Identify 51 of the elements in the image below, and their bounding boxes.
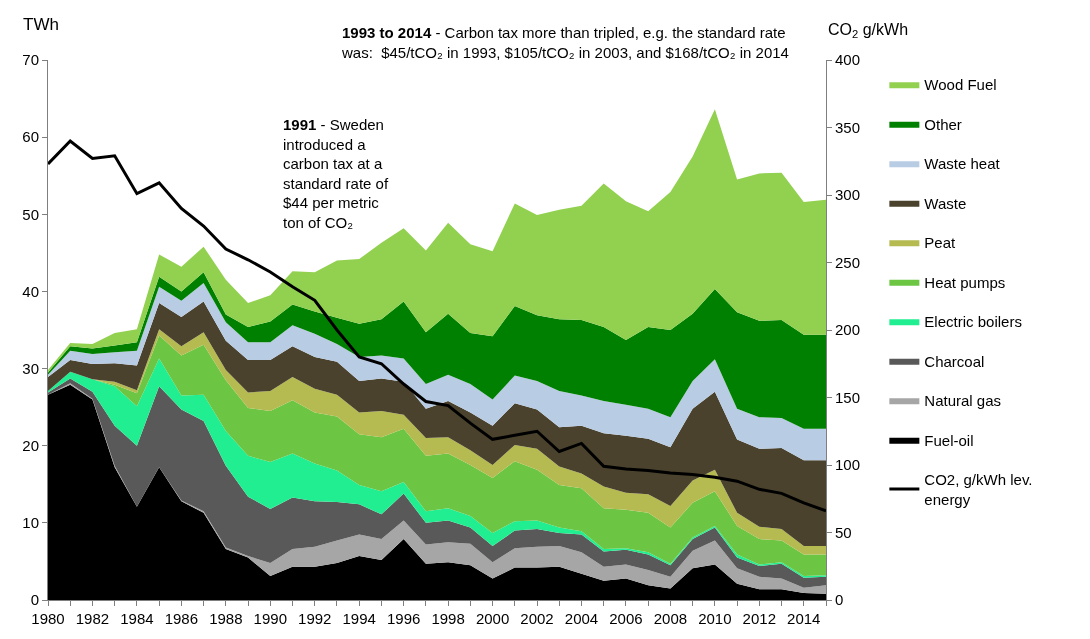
- x-tick-label: 1986: [164, 610, 199, 627]
- y2-tick-label: 200: [835, 321, 861, 339]
- y2-tick-label: 300: [835, 186, 861, 204]
- y-tick-label: 20: [22, 436, 39, 454]
- x-tick-label: 1988: [209, 610, 243, 627]
- legend-label: Natural gas: [924, 392, 1002, 410]
- y-tick-label: 10: [22, 514, 39, 532]
- legend-label: Other: [924, 115, 962, 133]
- annotation: 1991 - Sweden introduced a carbon tax at a standard rate of $44 per metric ton of CO₂: [283, 116, 389, 231]
- legend-label: Peat: [924, 234, 957, 252]
- legend-label: Electric boilers: [924, 313, 1022, 331]
- legend-label: Fuel-oil: [924, 431, 974, 449]
- x-tick-label: 1994: [342, 610, 376, 627]
- y2-tick-label: 50: [835, 523, 852, 541]
- y2-tick-label: 250: [835, 253, 861, 271]
- y-tick-label: 70: [22, 51, 39, 69]
- line-series: [48, 139, 826, 513]
- x-tick-label: 2014: [787, 610, 821, 627]
- x-tick-label: 2002: [520, 610, 554, 627]
- annotation: 1993 to 2014 - Carbon tax more than tripled, e.g. the standard rate was: $45/tCO₂ in 1993, $105/tCO₂ in 2003, and $168/tCO₂ in 2014: [341, 24, 789, 61]
- y-axis-title: TWh: [23, 15, 59, 34]
- y2-tick-label: 0: [835, 591, 844, 609]
- y-tick-label: 30: [22, 359, 39, 377]
- legend-label: Heat pumps: [924, 273, 1006, 291]
- x-tick-label: 2004: [564, 610, 599, 627]
- y-tick-label: 0: [30, 591, 39, 609]
- x-tick-label: 2012: [742, 610, 776, 627]
- x-tick-label: 2006: [609, 610, 643, 627]
- y2-tick-label: 400: [835, 51, 861, 69]
- x-tick-label: 1990: [253, 610, 287, 627]
- x-tick-label: 2008: [653, 610, 688, 627]
- x-tick-label: 2000: [475, 610, 510, 627]
- x-tick-label: 2010: [698, 610, 732, 627]
- legend-label: CO2, g/kWh lev. energy: [924, 471, 1033, 508]
- y-tick-label: 50: [22, 205, 39, 223]
- legend-label: Waste heat: [924, 155, 1001, 173]
- y-tick-label: 40: [22, 282, 39, 300]
- y2-tick-label: 350: [835, 118, 861, 136]
- y2-tick-label: 100: [835, 456, 861, 474]
- x-tick-label: 1996: [386, 610, 421, 627]
- x-tick-label: 1984: [120, 610, 154, 627]
- x-tick-label: 1992: [298, 610, 332, 627]
- y-tick-label: 60: [22, 128, 39, 146]
- legend-label: Wood Fuel: [924, 76, 997, 94]
- x-tick-label: 1980: [31, 610, 65, 627]
- y2-axis-title: CO$_{2}$ g/kWh: [828, 21, 909, 41]
- x-tick-label: 1998: [431, 610, 465, 627]
- x-tick-label: 1982: [75, 610, 110, 627]
- legend-label: Charcoal: [924, 352, 985, 370]
- y2-tick-label: 150: [835, 388, 861, 406]
- legend-label: Waste: [924, 194, 967, 212]
